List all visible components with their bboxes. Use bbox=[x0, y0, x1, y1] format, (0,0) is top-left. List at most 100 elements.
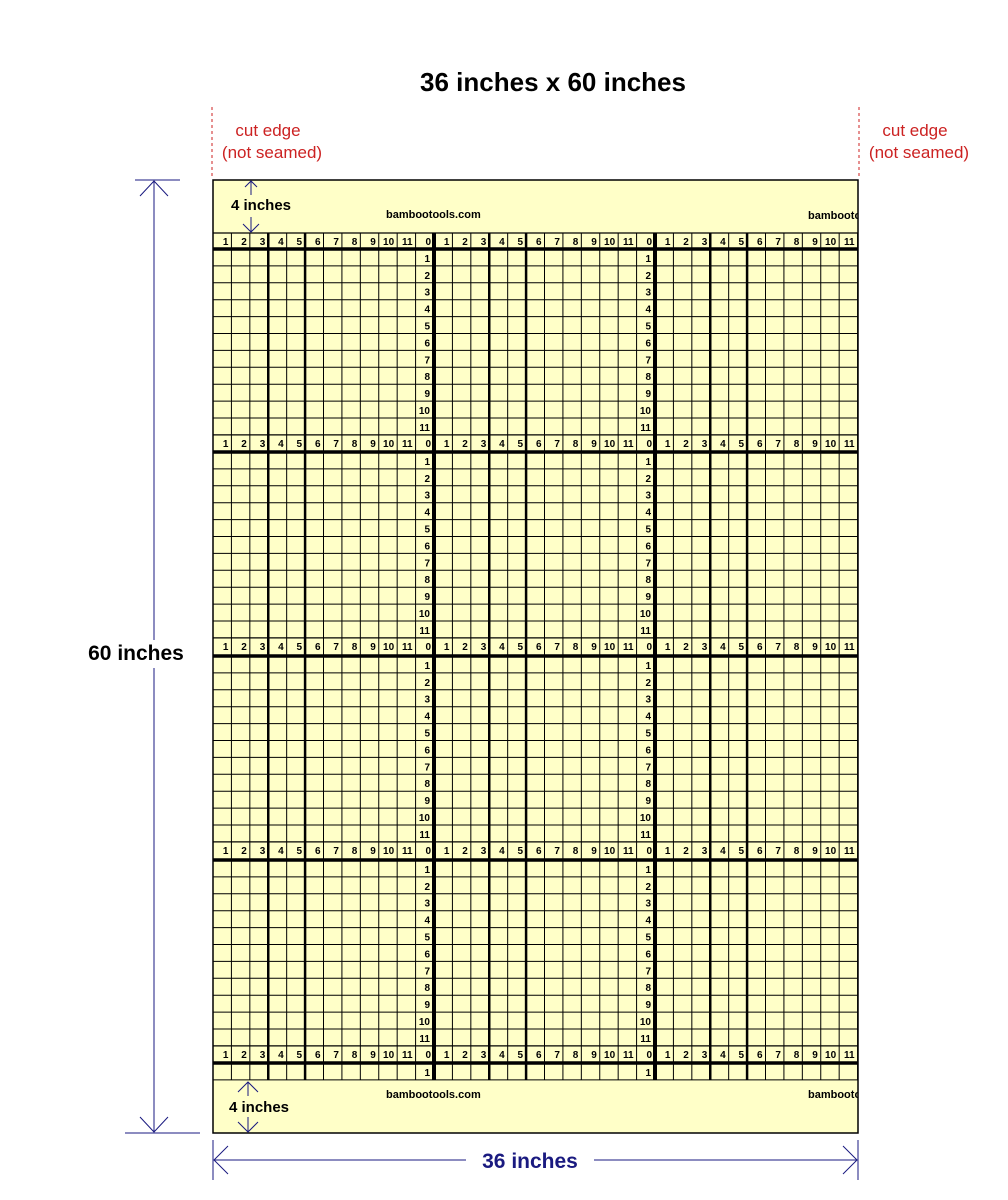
column-inch-label: 1 bbox=[223, 1050, 229, 1061]
top-margin-arrow-icon bbox=[242, 180, 260, 233]
row-inch-label: 7 bbox=[645, 966, 651, 977]
column-inch-label: 1 bbox=[665, 642, 671, 653]
column-inch-label: 10 bbox=[604, 237, 616, 248]
column-inch-label: 4 bbox=[278, 439, 284, 450]
column-inch-label: 11 bbox=[402, 846, 413, 857]
column-inch-label: 5 bbox=[739, 846, 745, 857]
row-inch-label: 5 bbox=[424, 933, 430, 944]
not-seamed-label-left: (not seamed) bbox=[222, 143, 322, 162]
column-inch-label: 11 bbox=[623, 846, 634, 857]
column-inch-label: 10 bbox=[604, 642, 616, 653]
column-inch-label: 11 bbox=[402, 642, 413, 653]
column-inch-label: 1 bbox=[444, 237, 450, 248]
column-inch-label: 1 bbox=[444, 846, 450, 857]
row-inch-label: 7 bbox=[645, 762, 651, 773]
row-inch-label: 6 bbox=[645, 745, 651, 756]
column-inch-label: 1 bbox=[223, 237, 229, 248]
column-inch-label: 2 bbox=[241, 642, 247, 653]
column-inch-label: 2 bbox=[241, 237, 247, 248]
row-inch-label: 11 bbox=[640, 423, 651, 434]
watermark-top-2: bambootools.com bbox=[808, 210, 903, 222]
column-inch-label: 0 bbox=[646, 1050, 652, 1061]
column-inch-label: 7 bbox=[333, 846, 339, 857]
row-inch-label: 1 bbox=[424, 1068, 430, 1079]
not-seamed-label-right: (not seamed) bbox=[869, 143, 969, 162]
column-inch-label: 3 bbox=[260, 237, 266, 248]
column-inch-label: 10 bbox=[825, 1050, 837, 1061]
bottom-margin-label: 4 inches bbox=[229, 1099, 289, 1116]
top-margin: 4 inches bambootools.com bambootools.com bbox=[231, 180, 903, 233]
column-inch-label: 5 bbox=[297, 642, 303, 653]
row-inch-label: 3 bbox=[424, 899, 430, 910]
row-inch-label: 2 bbox=[645, 271, 651, 282]
row-inch-label: 2 bbox=[645, 678, 651, 689]
column-inch-label: 7 bbox=[554, 237, 560, 248]
column-inch-label: 6 bbox=[757, 439, 763, 450]
inch-grid: 1 2 3 4 5 6 7 8 9 10 11 0 1 2 3 4 5 6 7 8 9 10 11 0 1 2 3 4 5 6 7 8 9 10 1… bbox=[213, 232, 859, 1081]
row-inch-label: 11 bbox=[419, 626, 430, 637]
column-inch-label: 1 bbox=[223, 439, 229, 450]
column-inch-label: 3 bbox=[481, 237, 487, 248]
column-inch-label: 3 bbox=[481, 1050, 487, 1061]
row-inch-label: 10 bbox=[419, 1017, 431, 1028]
column-inch-label: 8 bbox=[352, 237, 358, 248]
row-inch-label: 6 bbox=[424, 745, 430, 756]
row-inch-label: 5 bbox=[645, 322, 651, 333]
column-inch-label: 7 bbox=[333, 1050, 339, 1061]
row-inch-label: 7 bbox=[645, 355, 651, 366]
column-inch-label: 6 bbox=[536, 846, 542, 857]
column-inch-label: 7 bbox=[333, 439, 339, 450]
column-inch-label: 8 bbox=[573, 439, 579, 450]
row-inch-label: 7 bbox=[424, 558, 430, 569]
row-inch-label: 5 bbox=[645, 729, 651, 740]
column-inch-label: 4 bbox=[720, 846, 726, 857]
row-inch-label: 2 bbox=[424, 678, 430, 689]
column-inch-label: 2 bbox=[241, 1050, 247, 1061]
column-inch-label: 10 bbox=[825, 439, 837, 450]
column-inch-label: 7 bbox=[333, 642, 339, 653]
column-inch-label: 0 bbox=[646, 439, 652, 450]
column-inch-label: 7 bbox=[775, 439, 781, 450]
column-inch-label: 6 bbox=[757, 846, 763, 857]
column-inch-label: 2 bbox=[241, 846, 247, 857]
row-inch-label: 1 bbox=[645, 457, 651, 468]
column-inch-label: 6 bbox=[536, 439, 542, 450]
row-inch-label: 7 bbox=[424, 966, 430, 977]
column-inch-label: 6 bbox=[536, 237, 542, 248]
column-inch-label: 5 bbox=[297, 439, 303, 450]
row-inch-label: 10 bbox=[419, 406, 431, 417]
column-inch-label: 3 bbox=[260, 642, 266, 653]
column-inch-label: 9 bbox=[812, 642, 818, 653]
row-inch-label: 2 bbox=[424, 271, 430, 282]
column-inch-label: 6 bbox=[315, 846, 321, 857]
bottom-margin: 4 inches bambootools.com bambootools.com bbox=[229, 1081, 858, 1133]
row-inch-label: 6 bbox=[645, 949, 651, 960]
column-inch-label: 2 bbox=[462, 846, 468, 857]
watermark-bottom-1: bambootools.com bbox=[386, 1089, 481, 1101]
row-inch-label: 9 bbox=[645, 592, 651, 603]
row-inch-label: 6 bbox=[424, 338, 430, 349]
row-inch-label: 8 bbox=[645, 372, 651, 383]
column-inch-label: 4 bbox=[278, 846, 284, 857]
row-inch-label: 1 bbox=[645, 1068, 651, 1079]
column-inch-label: 5 bbox=[518, 846, 524, 857]
column-inch-label: 9 bbox=[812, 439, 818, 450]
column-inch-label: 9 bbox=[591, 439, 597, 450]
row-inch-label: 5 bbox=[645, 933, 651, 944]
row-inch-label: 7 bbox=[424, 355, 430, 366]
column-inch-label: 7 bbox=[554, 642, 560, 653]
column-inch-label: 3 bbox=[481, 439, 487, 450]
column-inch-label: 4 bbox=[720, 237, 726, 248]
column-inch-label: 9 bbox=[812, 846, 818, 857]
column-inch-label: 11 bbox=[844, 439, 855, 450]
column-inch-label: 4 bbox=[499, 439, 505, 450]
row-inch-label: 3 bbox=[424, 695, 430, 706]
column-inch-label: 10 bbox=[604, 846, 616, 857]
width-label: 36 inches bbox=[482, 1150, 578, 1173]
column-inch-label: 11 bbox=[623, 439, 634, 450]
column-inch-label: 9 bbox=[591, 237, 597, 248]
cut-edge-left: cut edge (not seamed) bbox=[211, 107, 322, 178]
row-inch-label: 1 bbox=[645, 254, 651, 265]
cut-edge-label-left: cut edge bbox=[235, 121, 300, 140]
column-inch-label: 4 bbox=[720, 642, 726, 653]
